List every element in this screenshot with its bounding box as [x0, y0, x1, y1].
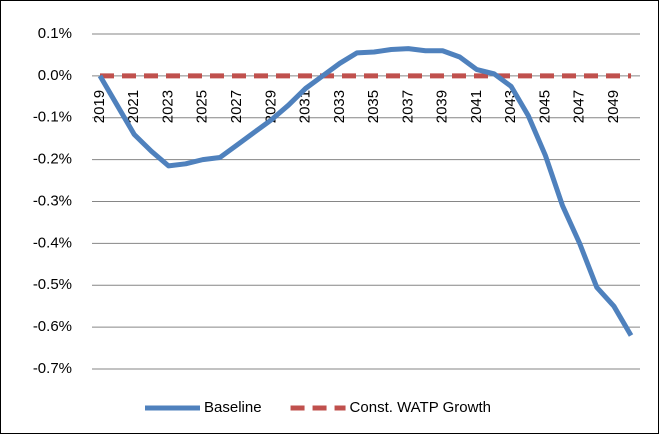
x-tick-label: 2037	[399, 90, 416, 123]
y-tick-label: -0.3%	[33, 192, 72, 209]
y-tick-label: 0.1%	[38, 25, 72, 42]
series-line	[97, 46, 634, 337]
x-tick-label: 2033	[331, 90, 348, 123]
x-tick-label: 2039	[434, 90, 451, 123]
x-tick-label: 2023	[159, 90, 176, 123]
x-tick-label: 2031	[297, 90, 314, 123]
x-tick-label: 2049	[605, 90, 622, 123]
x-tick-label: 2035	[365, 90, 382, 123]
y-tick-label: -0.2%	[33, 151, 72, 168]
x-tick-label: 2047	[571, 90, 588, 123]
y-tick-label: -0.6%	[33, 318, 72, 335]
y-tick-label: 0.0%	[38, 67, 72, 84]
x-tick-label: 2025	[194, 90, 211, 123]
x-tick-label: 2027	[228, 90, 245, 123]
x-tick-label: 2041	[468, 90, 485, 123]
legend-label: Baseline	[204, 399, 262, 416]
y-tick-label: -0.4%	[33, 234, 72, 251]
legend-label: Const. WATP Growth	[350, 399, 491, 416]
y-tick-label: -0.1%	[33, 109, 72, 126]
x-tick-label: 2021	[125, 90, 142, 123]
y-tick-label: -0.5%	[33, 276, 72, 293]
x-tick-label: 2019	[91, 90, 108, 123]
x-tick-label: 2045	[536, 90, 553, 123]
x-tick-label: 2043	[502, 90, 519, 123]
y-tick-label: -0.7%	[33, 360, 72, 377]
